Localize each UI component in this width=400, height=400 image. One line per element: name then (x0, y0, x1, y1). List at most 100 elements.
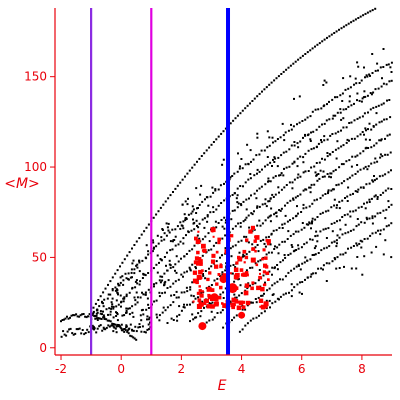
data-point (347, 186, 350, 189)
data-point (335, 267, 338, 270)
data-point (131, 247, 133, 250)
data-point (336, 111, 339, 114)
data-point (348, 159, 351, 162)
data-point (263, 242, 266, 245)
data-point (223, 199, 226, 202)
red-point (210, 304, 215, 309)
data-point (125, 295, 128, 298)
data-point (293, 267, 296, 270)
data-point (390, 188, 393, 190)
data-point (292, 198, 295, 201)
data-point (122, 328, 125, 331)
data-point (287, 271, 290, 274)
data-point (167, 197, 170, 200)
red-point (231, 297, 236, 303)
data-point (241, 328, 244, 331)
data-point (195, 267, 197, 270)
red-point (254, 235, 260, 240)
data-point (156, 316, 159, 319)
data-point (387, 63, 390, 66)
data-point (320, 141, 323, 144)
data-point (147, 223, 150, 226)
data-point (279, 209, 282, 212)
data-point (123, 328, 126, 330)
data-point (190, 229, 193, 232)
data-point (174, 235, 177, 238)
data-point (320, 139, 322, 141)
data-point (233, 280, 236, 283)
data-point (120, 327, 123, 330)
data-point (323, 38, 326, 41)
data-point (364, 138, 367, 141)
data-point (259, 259, 262, 262)
data-point (158, 314, 161, 317)
red-point (266, 239, 271, 244)
data-point (364, 165, 367, 168)
data-point (389, 151, 392, 154)
data-point (336, 140, 339, 143)
data-point (155, 263, 158, 266)
data-point (367, 147, 370, 149)
data-point (116, 313, 119, 316)
data-point (352, 192, 354, 195)
data-point (231, 209, 234, 212)
data-point (366, 94, 369, 97)
data-point (328, 100, 330, 103)
data-point (358, 99, 361, 102)
red-point (196, 275, 202, 280)
data-point (103, 298, 106, 301)
data-point (265, 205, 268, 208)
data-point (172, 191, 174, 193)
data-point (371, 232, 374, 235)
data-point (239, 222, 242, 224)
data-point (316, 234, 319, 237)
red-point (217, 241, 221, 245)
data-point (115, 311, 117, 314)
data-point (283, 240, 286, 243)
data-point (325, 262, 328, 265)
data-point (338, 200, 341, 203)
data-point (169, 240, 172, 243)
data-point (83, 333, 86, 336)
data-point (274, 157, 277, 160)
red-point (219, 285, 223, 290)
data-point (286, 220, 289, 223)
data-point (211, 318, 214, 321)
data-point (248, 197, 250, 200)
data-point (299, 281, 301, 284)
data-point (305, 241, 308, 244)
data-point (195, 212, 198, 214)
data-point (347, 105, 350, 108)
data-point (275, 77, 278, 80)
data-point (112, 316, 115, 319)
red-point (242, 272, 247, 277)
data-point (362, 14, 365, 17)
data-point (367, 111, 369, 114)
data-point (87, 315, 90, 318)
data-point (176, 315, 178, 318)
data-point (223, 227, 226, 230)
data-point (374, 88, 377, 91)
data-point (166, 287, 169, 289)
data-point (189, 268, 192, 271)
data-point (232, 119, 235, 122)
data-point (166, 322, 169, 324)
data-point (300, 211, 303, 213)
data-point (92, 325, 95, 328)
data-point (244, 107, 247, 110)
data-point (267, 177, 270, 180)
data-point (314, 253, 317, 256)
data-point (262, 274, 265, 277)
data-point (343, 214, 346, 217)
data-point (349, 193, 352, 196)
data-point (382, 228, 385, 231)
data-point (249, 301, 252, 304)
data-point (289, 234, 292, 237)
red-point (196, 291, 200, 295)
data-point (278, 243, 281, 246)
data-point (306, 51, 309, 54)
data-point (149, 321, 151, 324)
data-point (274, 175, 277, 178)
data-point (345, 126, 348, 129)
data-point (186, 270, 188, 273)
